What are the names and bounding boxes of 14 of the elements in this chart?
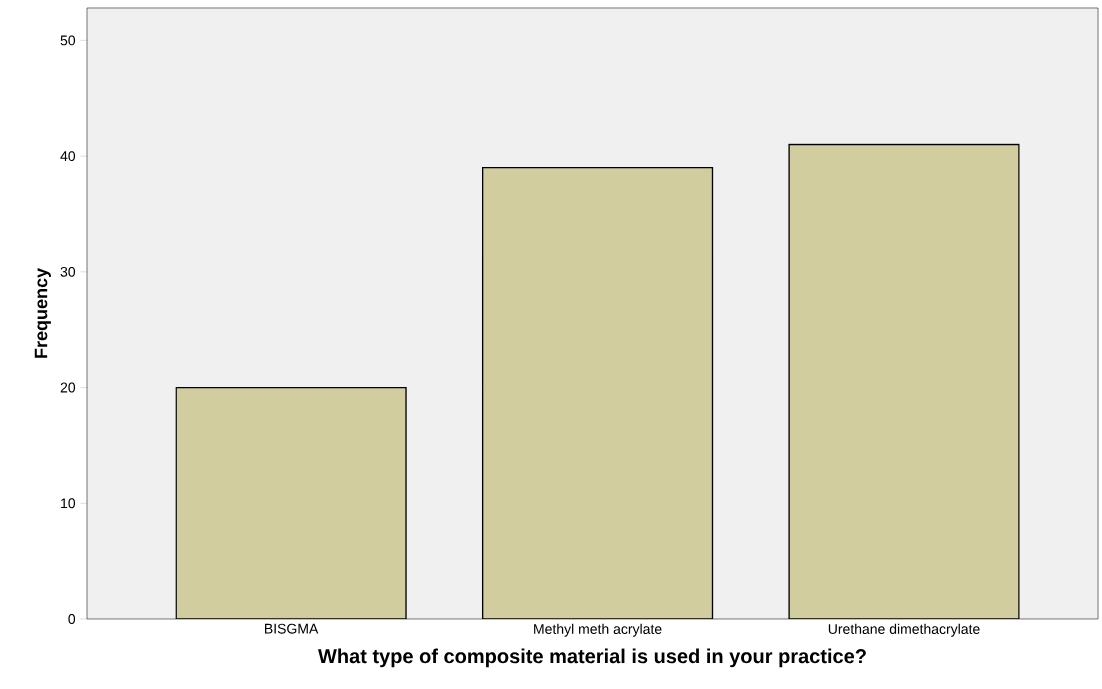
bar <box>175 386 407 619</box>
y-axis-title: Frequency <box>34 268 51 358</box>
y-tick-label: 0 <box>68 614 76 624</box>
x-tick-label: BISGMA <box>265 623 319 634</box>
y-tick-label: 50 <box>60 35 76 46</box>
y-tick-label: 30 <box>60 266 76 277</box>
y-tick-label: 20 <box>60 382 76 393</box>
x-axis-title: What type of composite material is used in your practice? <box>318 648 866 668</box>
y-tick-label: 10 <box>61 498 76 509</box>
bar <box>482 167 713 619</box>
y-tick-label: 40 <box>60 151 76 162</box>
x-tick-label: Methyl meth acrylate <box>534 623 662 637</box>
x-tick-label: Urethane dimethacrylate <box>828 623 980 637</box>
bar <box>788 143 1020 619</box>
